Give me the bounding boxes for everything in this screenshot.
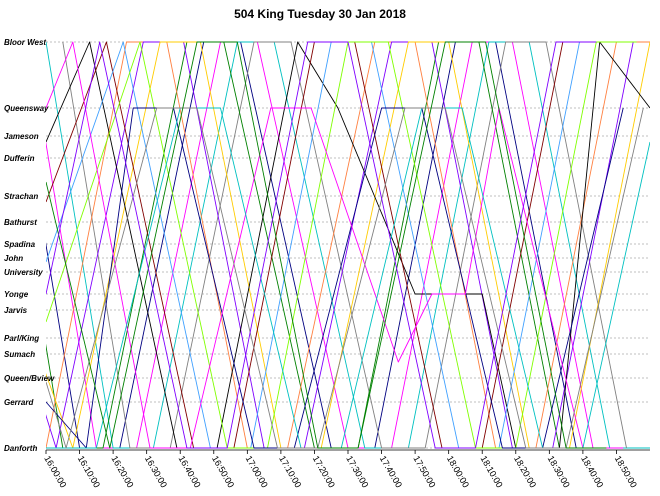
stop-label: Jameson [4,132,39,141]
stop-label: Jarvis [4,306,28,315]
stop-label: University [4,268,43,277]
x-tick-label: 16:00:00 [42,454,68,489]
vehicle-trip-line [46,41,597,449]
stop-label: Spadina [4,240,36,249]
x-tick-label: 18:50:00 [613,454,639,489]
stop-label: Sumach [4,350,35,359]
x-tick-label: 16:40:00 [176,454,202,489]
time-tick-labels: 16:00:00 16:10:00 16:20:00 16:30:00 16:40:00… [42,450,639,489]
x-tick-label: 17:40:00 [378,454,404,489]
x-tick-label: 18:00:00 [445,454,471,489]
vehicle-trip-line [46,41,600,449]
stop-label: Parl/King [4,334,39,343]
stop-label: Gerrard [4,398,34,407]
x-tick-label: 16:10:00 [76,454,102,489]
vehicle-trip-line [46,41,637,449]
x-tick-label: 18:40:00 [579,454,605,489]
stop-label: Bloor West [4,38,46,47]
x-tick-label: 18:10:00 [478,454,504,489]
stop-label: Queen/Bview [4,374,55,383]
stop-label: Bathurst [4,218,37,227]
vehicle-trip-line [46,41,650,449]
stop-label: Dufferin [4,154,35,163]
stop-label: Queensway [4,104,49,113]
stop-label: Yonge [4,290,29,299]
x-tick-label: 17:00:00 [244,454,270,489]
x-tick-label: 17:20:00 [311,454,337,489]
chart-title: 504 King Tuesday 30 Jan 2018 [234,7,406,21]
vehicle-trip-line [46,41,624,449]
x-tick-label: 17:10:00 [277,454,303,489]
x-tick-label: 17:50:00 [411,454,437,489]
stop-labels: Bloor West Queensway Jameson Dufferin Strach… [4,38,55,453]
x-tick-label: 17:30:00 [344,454,370,489]
x-tick-label: 16:20:00 [109,454,135,489]
x-tick-label: 18:20:00 [512,454,538,489]
x-tick-label: 16:30:00 [143,454,169,489]
trip-lines [46,41,650,449]
x-tick-label: 18:30:00 [546,454,572,489]
stop-label: Strachan [4,192,38,201]
vehicle-trip-line [46,41,607,449]
stop-label: John [4,254,23,263]
x-tick-label: 16:50:00 [210,454,236,489]
vehicle-trip-line [46,107,644,449]
vehicle-trip-line [46,107,624,449]
stop-label: Danforth [4,444,37,453]
